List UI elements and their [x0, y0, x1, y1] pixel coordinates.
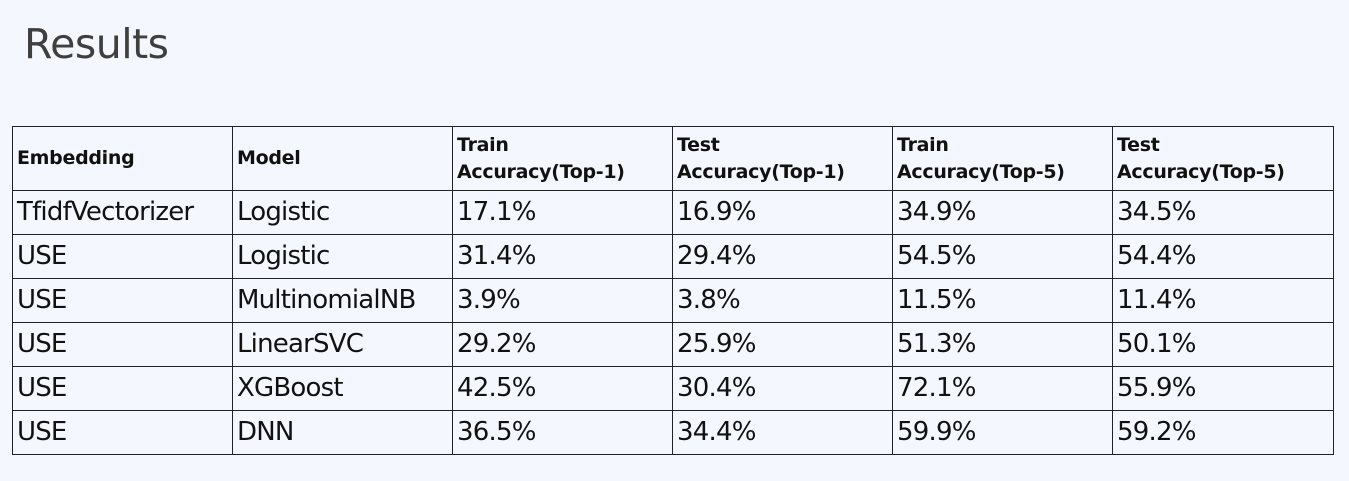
header-label: Model [237, 147, 301, 169]
table-row: TfidfVectorizer Logistic 17.1% 16.9% 34.… [12, 190, 1334, 235]
header-model: Model [232, 126, 453, 191]
cell-train-top5: 11.5% [892, 278, 1113, 323]
table-row: USE Logistic 31.4% 29.4% 54.5% 54.4% [12, 234, 1334, 279]
header-label-line2: Accuracy(Top-5) [897, 160, 1065, 183]
cell-train-top1: 36.5% [452, 410, 673, 455]
table-row: USE DNN 36.5% 34.4% 59.9% 59.2% [12, 410, 1334, 455]
header-embedding: Embedding [12, 126, 233, 191]
cell-test-top5: 11.4% [1112, 278, 1334, 323]
header-label: Embedding [17, 147, 135, 169]
header-train-accuracy-top1: Train Accuracy(Top-1) [452, 126, 673, 191]
cell-test-top1: 29.4% [672, 234, 893, 279]
cell-train-top1: 17.1% [452, 190, 673, 235]
cell-train-top1: 29.2% [452, 322, 673, 367]
cell-embedding: USE [12, 278, 233, 323]
cell-test-top5: 59.2% [1112, 410, 1334, 455]
cell-train-top5: 34.9% [892, 190, 1113, 235]
cell-test-top1: 3.8% [672, 278, 893, 323]
cell-train-top5: 51.3% [892, 322, 1113, 367]
header-train-accuracy-top5: Train Accuracy(Top-5) [892, 126, 1113, 191]
header-label-line1: Test [1117, 133, 1160, 156]
table-row: USE LinearSVC 29.2% 25.9% 51.3% 50.1% [12, 322, 1334, 367]
cell-embedding: USE [12, 234, 233, 279]
cell-model: DNN [232, 410, 453, 455]
cell-test-top1: 16.9% [672, 190, 893, 235]
cell-test-top1: 34.4% [672, 410, 893, 455]
table-row: USE XGBoost 42.5% 30.4% 72.1% 55.9% [12, 366, 1334, 411]
header-label-line2: Accuracy(Top-1) [677, 160, 845, 183]
cell-model: Logistic [232, 190, 453, 235]
header-label-line1: Train [897, 133, 949, 156]
cell-test-top5: 34.5% [1112, 190, 1334, 235]
cell-test-top1: 30.4% [672, 366, 893, 411]
cell-test-top5: 50.1% [1112, 322, 1334, 367]
cell-train-top5: 54.5% [892, 234, 1113, 279]
results-table: Embedding Model Train Accuracy(Top-1) Te… [12, 126, 1334, 455]
cell-test-top1: 25.9% [672, 322, 893, 367]
header-label-line1: Train [457, 133, 509, 156]
header-label-line2: Accuracy(Top-1) [457, 160, 625, 183]
cell-train-top1: 42.5% [452, 366, 673, 411]
cell-test-top5: 55.9% [1112, 366, 1334, 411]
cell-model: MultinomialNB [232, 278, 453, 323]
header-label-line2: Accuracy(Top-5) [1117, 160, 1285, 183]
table-row: USE MultinomialNB 3.9% 3.8% 11.5% 11.4% [12, 278, 1334, 323]
cell-test-top5: 54.4% [1112, 234, 1334, 279]
table-header-row: Embedding Model Train Accuracy(Top-1) Te… [12, 126, 1334, 191]
cell-train-top1: 31.4% [452, 234, 673, 279]
cell-embedding: USE [12, 410, 233, 455]
cell-model: XGBoost [232, 366, 453, 411]
page-title: Results [24, 20, 169, 68]
header-label-line1: Test [677, 133, 720, 156]
cell-train-top5: 72.1% [892, 366, 1113, 411]
cell-embedding: USE [12, 366, 233, 411]
cell-model: LinearSVC [232, 322, 453, 367]
header-test-accuracy-top1: Test Accuracy(Top-1) [672, 126, 893, 191]
cell-model: Logistic [232, 234, 453, 279]
cell-train-top5: 59.9% [892, 410, 1113, 455]
cell-embedding: TfidfVectorizer [12, 190, 233, 235]
header-test-accuracy-top5: Test Accuracy(Top-5) [1112, 126, 1334, 191]
cell-train-top1: 3.9% [452, 278, 673, 323]
cell-embedding: USE [12, 322, 233, 367]
